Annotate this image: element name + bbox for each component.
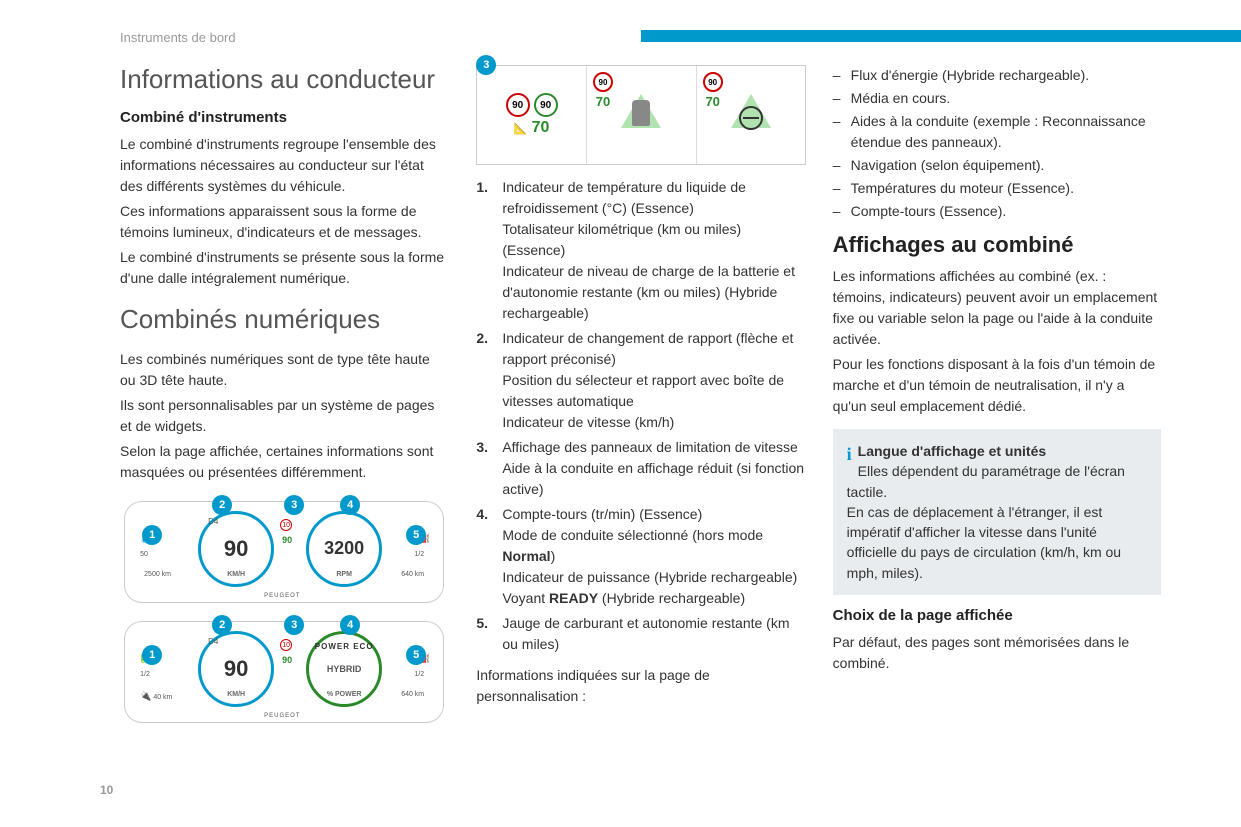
numbered-list: Indicateur de température du liquide de …	[476, 177, 804, 655]
callout-5: 5	[406, 645, 426, 665]
list-item: Compte-tours (tr/min) (Essence)Mode de c…	[476, 504, 804, 609]
speed-value: 90	[224, 656, 248, 682]
rpm-gauge: 3200 RPM	[306, 511, 382, 587]
para: Selon la page affichée, certaines inform…	[120, 441, 448, 483]
speed-unit: KM/H	[227, 571, 245, 578]
page-columns: Informations au conducteur Combiné d'ins…	[120, 65, 1161, 733]
callout-4: 4	[340, 615, 360, 635]
heading-combine-instruments: Combiné d'instruments	[120, 109, 448, 126]
list-item: Média en cours.	[833, 88, 1161, 109]
para: Par défaut, des pages sont mémorisées da…	[833, 632, 1161, 674]
power-gauge: POWER ECO HYBRID % POWER	[306, 631, 382, 707]
callout-3: 3	[284, 495, 304, 515]
info-para: Elles dépendent du paramétrage de l'écra…	[847, 463, 1125, 499]
callout-3: 3	[284, 615, 304, 635]
temp-lo: 50	[140, 551, 148, 558]
brand-text: PEUGEOT	[264, 593, 300, 599]
para: Les combinés numériques sont de type têt…	[120, 349, 448, 391]
speed-sign: 90	[703, 72, 723, 92]
small-limit: 90	[282, 535, 292, 545]
rpm-value: 3200	[324, 538, 364, 559]
callout-2: 2	[212, 495, 232, 515]
gear-text: D4	[208, 517, 218, 526]
brand-text: PEUGEOT	[264, 713, 300, 719]
list-item: Jauge de carburant et autonomie restante…	[476, 613, 804, 655]
top-dia-cell-2: 90 70	[587, 66, 697, 164]
list-item: Compte-tours (Essence).	[833, 201, 1161, 222]
list-item: Indicateur de température du liquide de …	[476, 177, 804, 324]
list-item: Flux d'énergie (Hybride rechargeable).	[833, 65, 1161, 86]
range-text: 640 km	[401, 691, 424, 698]
green-speed: 70	[532, 119, 550, 137]
power-unit: % POWER	[327, 691, 362, 698]
para: Le combiné d'instruments regroupe l'ense…	[120, 134, 448, 197]
list-item: Aides à la conduite (exemple : Reconnais…	[833, 111, 1161, 153]
list-item: Indicateur de changement de rapport (flè…	[476, 328, 804, 433]
para: Ils sont personnalisables par un système…	[120, 395, 448, 437]
callout-1: 1	[142, 525, 162, 545]
plug-icon: 🔌	[140, 691, 151, 701]
top-diagram-wrap: 3 90 90 📐 70 90	[476, 65, 804, 165]
hill-icon: 📐	[514, 122, 528, 135]
info-box: i Langue d'affichage et unités Elles dép…	[833, 429, 1161, 595]
list-item: Températures du moteur (Essence).	[833, 178, 1161, 199]
callout-4: 4	[340, 495, 360, 515]
info-title: Langue d'affichage et unités	[858, 443, 1046, 459]
top-dia-cell-1: 90 90 📐 70	[477, 66, 587, 164]
heading-choix-page: Choix de la page affichée	[833, 607, 1161, 624]
mode-value: HYBRID	[327, 664, 362, 674]
speed-unit: KM/H	[227, 691, 245, 698]
para: Ces informations apparaissent sous la fo…	[120, 201, 448, 243]
column-3: Flux d'énergie (Hybride rechargeable). M…	[833, 65, 1161, 733]
fuel-text: 1/2	[414, 671, 424, 678]
column-2: 3 90 90 📐 70 90	[476, 65, 804, 733]
range-text: 640 km	[401, 571, 424, 578]
car-rear-icon	[632, 100, 650, 126]
cluster-diagram-essence: 1 2 3 4 5 90 KM/H 3200 RPM D4 10 90 🌡 50…	[124, 493, 444, 603]
green-speed: 70	[596, 94, 610, 109]
top-diagram: 90 90 📐 70 90 70	[476, 65, 806, 165]
batt-text: 1/2	[140, 671, 150, 678]
small-sign: 10	[280, 519, 292, 531]
steering-wheel-icon	[739, 106, 763, 130]
list-item: Affichage des panneaux de limitation de …	[476, 437, 804, 500]
para: Informations indiquées sur la page de pe…	[476, 665, 804, 707]
info-para: En cas de déplacement à l'étranger, il e…	[847, 504, 1121, 581]
para: Les informations affichées au combiné (e…	[833, 266, 1161, 350]
para: Le combiné d'instruments se présente sou…	[120, 247, 448, 289]
dash-list: Flux d'énergie (Hybride rechargeable). M…	[833, 65, 1161, 222]
list-item: Navigation (selon équipement).	[833, 155, 1161, 176]
speed-value: 90	[224, 536, 248, 562]
odo-text: 2500 km	[144, 571, 171, 578]
heading-affichages: Affichages au combiné	[833, 232, 1161, 258]
small-limit: 90	[282, 655, 292, 665]
small-sign: 10	[280, 639, 292, 651]
cluster-diagram-hybrid: 1 2 3 4 5 90 KM/H POWER ECO HYBRID % POW…	[124, 613, 444, 723]
speed-sign: 90	[506, 93, 530, 117]
heading-combines-numeriques: Combinés numériques	[120, 305, 448, 335]
speed-sign: 90	[593, 72, 613, 92]
batt-range-text: 🔌 40 km	[140, 691, 172, 702]
speed-sign-green: 90	[534, 93, 558, 117]
heading-info-conducteur: Informations au conducteur	[120, 65, 448, 95]
gear-text: D4	[208, 637, 218, 646]
fuel-text: 1/2	[414, 551, 424, 558]
header-accent-bar	[641, 30, 1241, 42]
info-icon: i	[847, 441, 852, 467]
top-dia-cell-3: 90 70	[697, 66, 806, 164]
batt-range-value: 40 km	[153, 694, 172, 701]
callout-2: 2	[212, 615, 232, 635]
ring-labels: POWER ECO	[315, 642, 374, 651]
rpm-unit: RPM	[336, 571, 352, 578]
callout-5: 5	[406, 525, 426, 545]
column-1: Informations au conducteur Combiné d'ins…	[120, 65, 448, 733]
page-number: 10	[100, 783, 113, 797]
green-speed: 70	[705, 94, 719, 109]
callout-1: 1	[142, 645, 162, 665]
para: Pour les fonctions disposant à la fois d…	[833, 354, 1161, 417]
